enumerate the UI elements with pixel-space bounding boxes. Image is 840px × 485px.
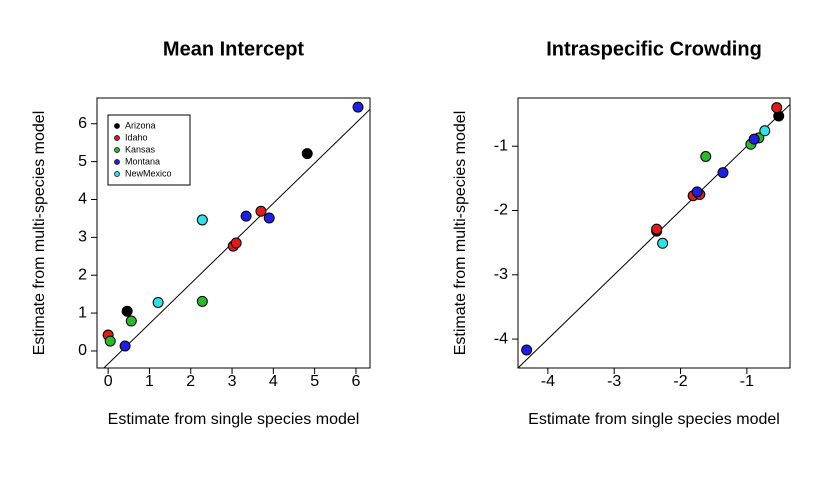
legend-label: Arizona: [125, 120, 156, 130]
point: [521, 344, 533, 356]
y-tick-label: -4: [494, 330, 508, 347]
point: [301, 148, 313, 160]
point: [771, 102, 783, 114]
reference-line: [518, 104, 790, 368]
point: [651, 223, 663, 235]
point: [255, 205, 267, 217]
point: [263, 212, 275, 224]
chart-title: Intraspecific Crowding: [546, 38, 762, 60]
legend-label: Montana: [125, 156, 160, 166]
chart-title: Mean Intercept: [163, 38, 304, 60]
x-tick-label: 6: [352, 373, 361, 390]
point: [230, 237, 242, 249]
point: [657, 237, 669, 249]
point: [196, 214, 208, 226]
x-tick-label: 5: [310, 373, 319, 390]
y-tick-label: 5: [78, 153, 87, 170]
x-tick-label: -2: [673, 373, 687, 390]
point: [104, 335, 116, 347]
x-tick-label: 0: [104, 373, 113, 390]
x-axis-label: Estimate from single species model: [528, 411, 780, 428]
point: [119, 340, 131, 352]
legend-label: NewMexico: [125, 168, 172, 178]
x-axis-label: Estimate from single species model: [108, 411, 360, 428]
legend-label: Kansas: [125, 144, 156, 154]
point: [240, 210, 252, 222]
plot-frame: [517, 97, 791, 369]
point: [759, 125, 771, 137]
point: [717, 167, 729, 179]
legend-marker: [114, 147, 120, 153]
point: [196, 295, 208, 307]
x-tick-label: -3: [607, 373, 621, 390]
x-tick-label: 4: [269, 373, 278, 390]
legend-marker: [114, 171, 120, 177]
x-tick-label: -1: [740, 373, 754, 390]
y-tick-label: 1: [78, 304, 87, 321]
plot-frame: [96, 97, 371, 369]
y-tick-label: -3: [494, 266, 508, 283]
y-tick-label: 4: [78, 191, 87, 208]
legend-marker: [114, 135, 120, 141]
point: [125, 315, 137, 327]
x-tick-label: 3: [228, 373, 237, 390]
point: [748, 133, 760, 145]
legend-box: [107, 114, 191, 186]
y-tick-label: 6: [78, 115, 87, 132]
x-tick-label: 1: [145, 373, 154, 390]
point: [152, 296, 164, 308]
y-axis-label: Estimate from multi-species model: [452, 111, 469, 356]
point: [700, 151, 712, 162]
x-tick-label: -4: [541, 373, 555, 390]
y-tick-label: -1: [494, 137, 508, 154]
y-tick-label: 3: [78, 229, 87, 246]
x-tick-label: 2: [186, 373, 195, 390]
point: [691, 186, 703, 198]
y-tick-label: 0: [78, 342, 87, 359]
point: [352, 101, 364, 113]
point: [121, 305, 133, 317]
y-tick-label: 2: [78, 266, 87, 283]
legend-label: Idaho: [125, 132, 148, 142]
legend-marker: [114, 123, 120, 129]
y-axis-label: Estimate from multi-species model: [31, 111, 48, 356]
y-tick-label: -2: [494, 202, 508, 219]
legend-marker: [114, 159, 120, 165]
